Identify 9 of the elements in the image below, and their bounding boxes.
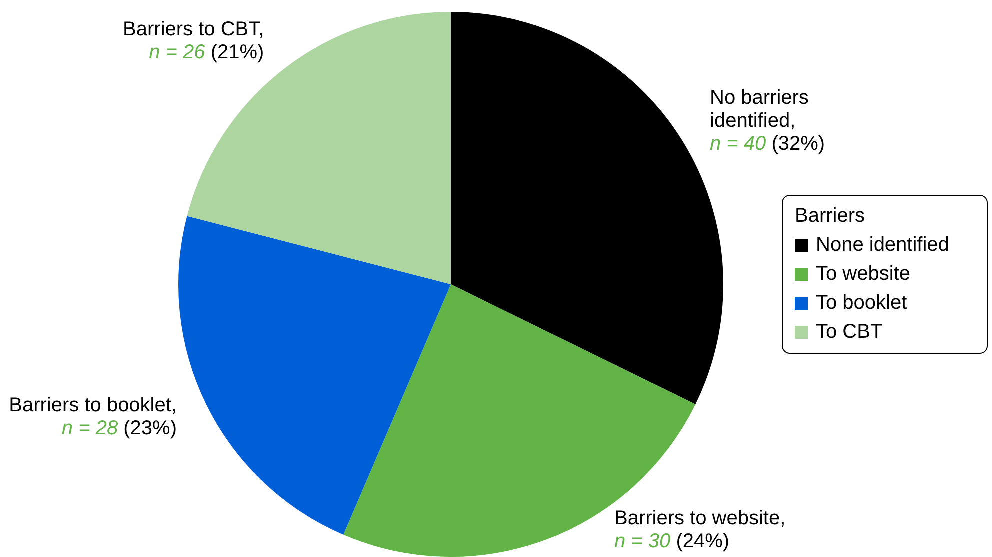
legend-title: Barriers — [795, 204, 866, 229]
legend-label: To website — [815, 262, 912, 287]
legend-label: To booklet — [815, 291, 908, 316]
data-label: Barriers to website, n = 30 (24%) — [614, 508, 786, 553]
legend-label: To CBT — [815, 320, 884, 345]
data-label: Barriers to CBT, n = 26 (21%) — [123, 18, 264, 64]
data-label: Barriers to booklet, n = 28 (23%) — [9, 394, 177, 440]
data-label: No barriers identified, n = 40 (32%) — [710, 87, 826, 156]
legend-label: None identified — [815, 233, 950, 258]
